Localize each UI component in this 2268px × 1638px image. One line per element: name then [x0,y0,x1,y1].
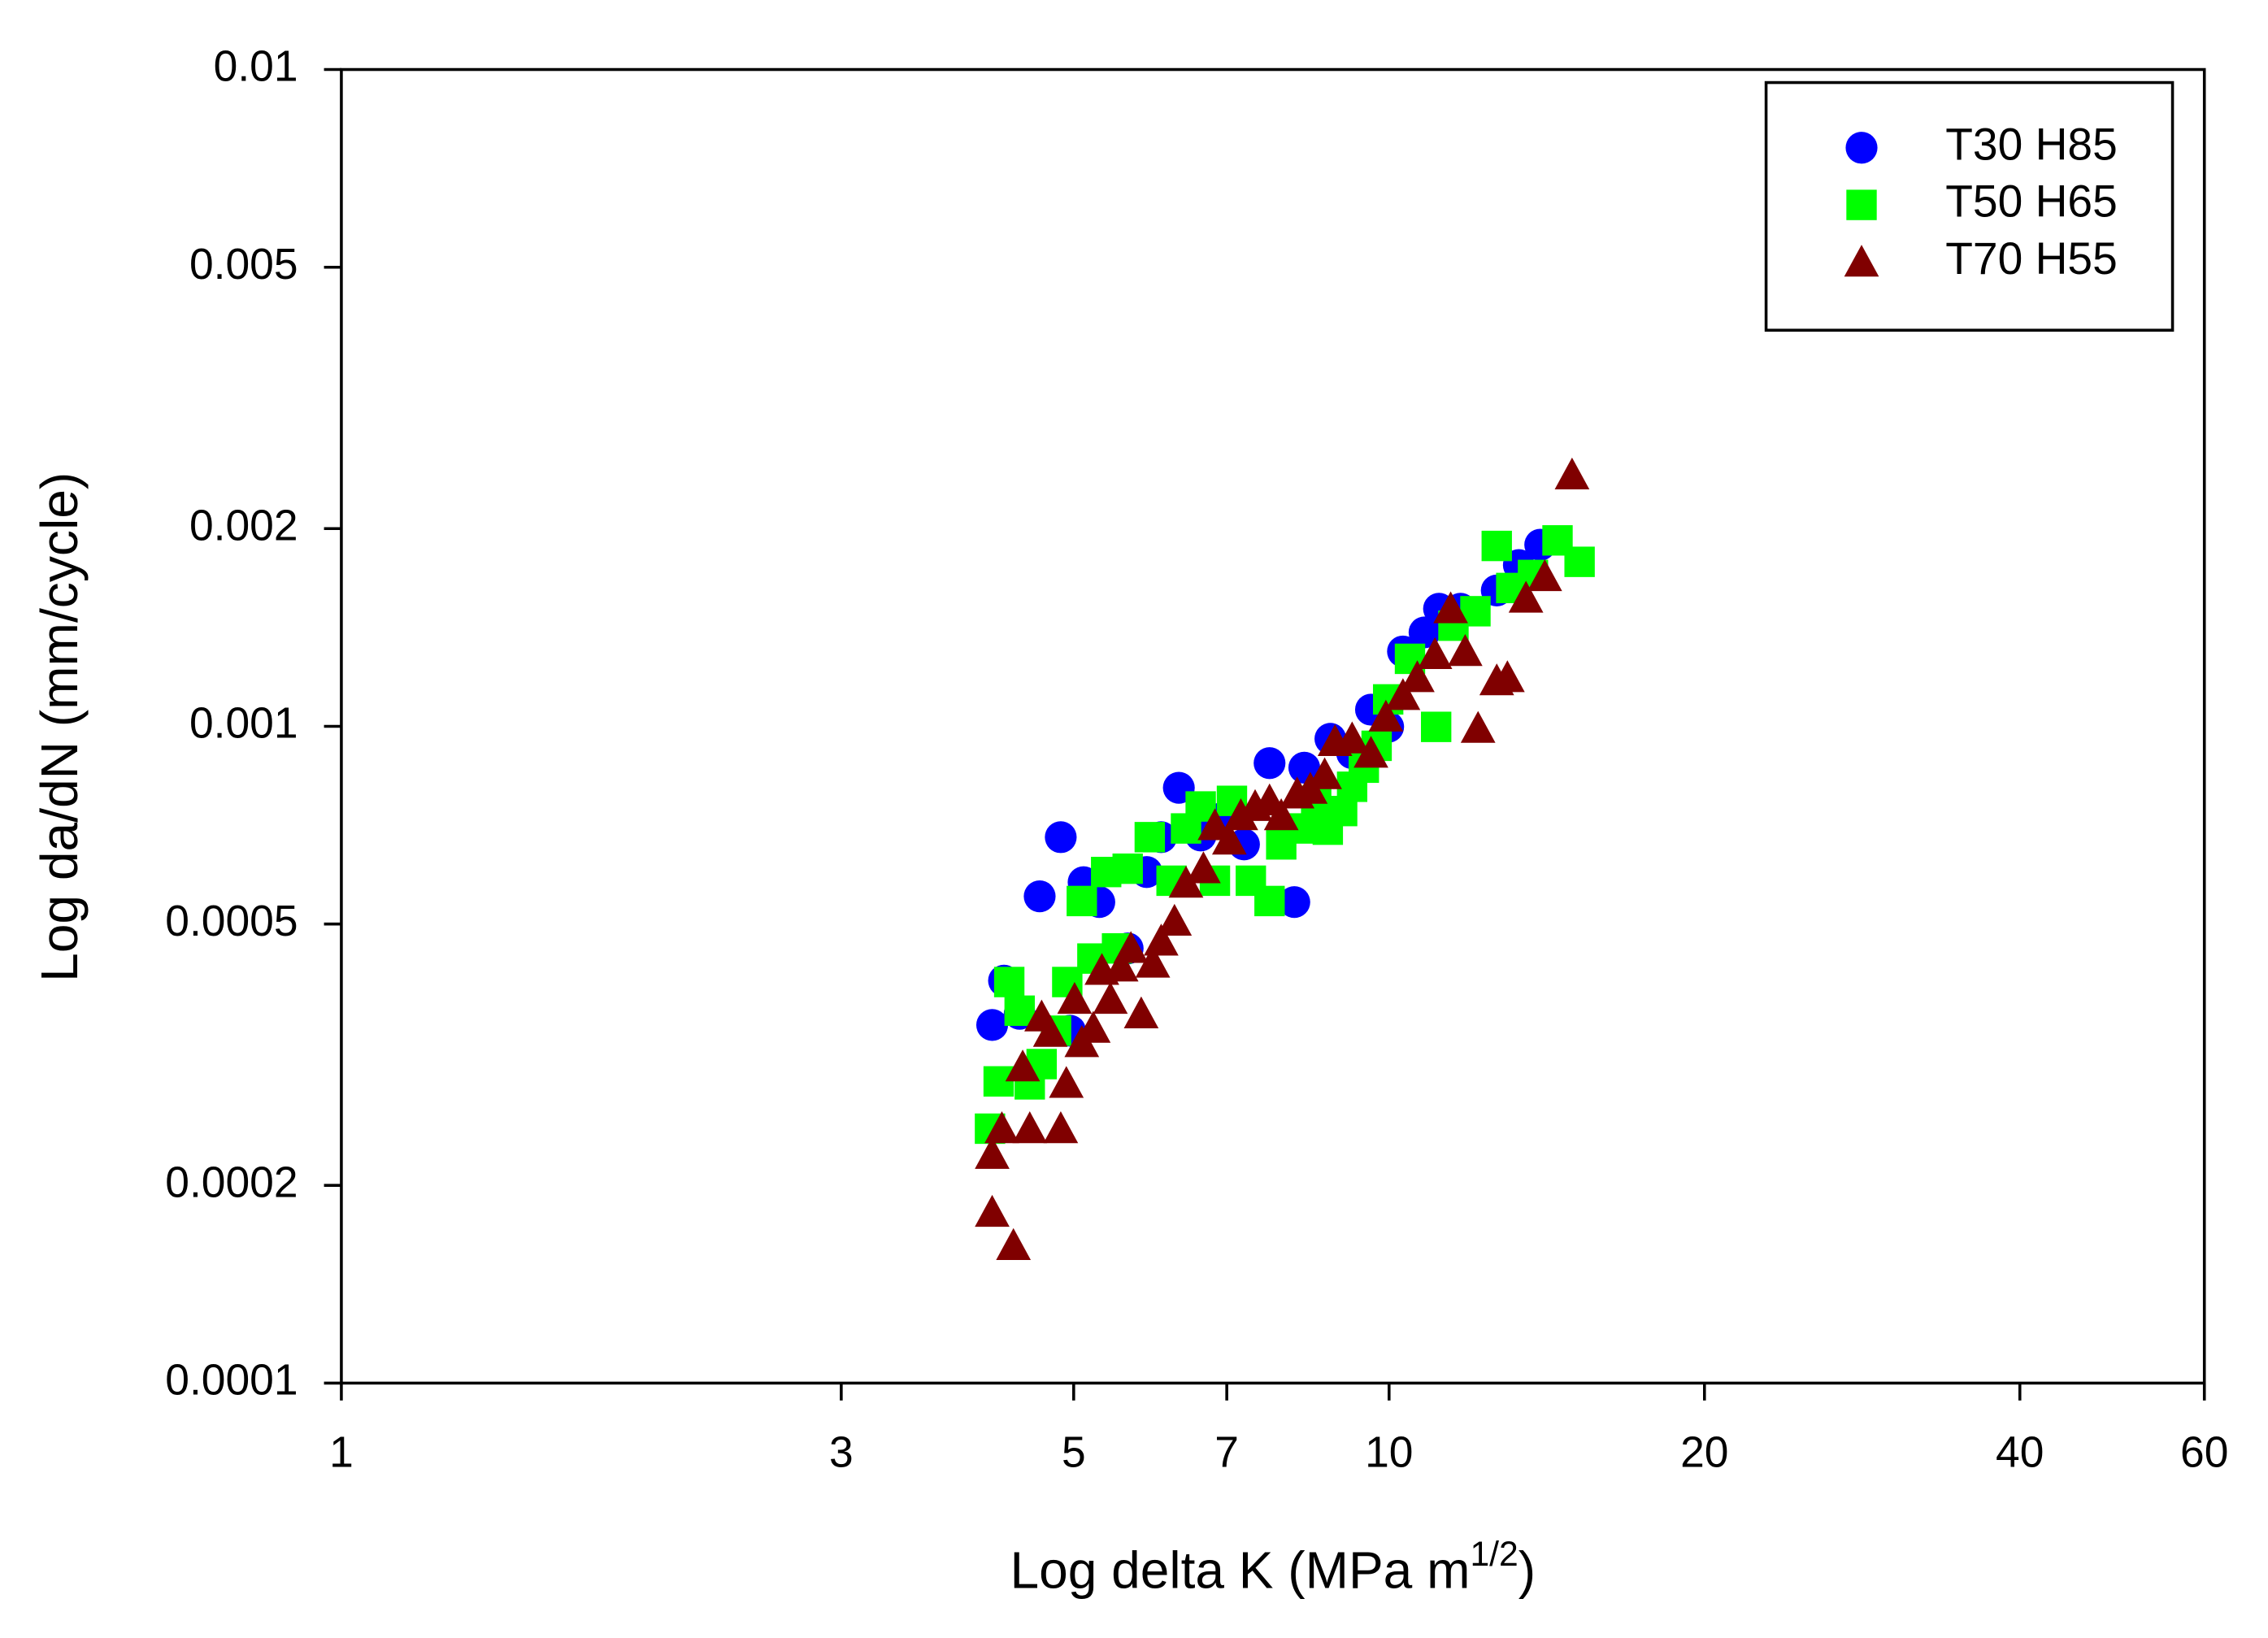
data-point [1049,1066,1084,1098]
data-point [1278,886,1310,919]
data-point [1554,457,1590,490]
data-point [1400,660,1435,693]
legend-marker [1844,245,1879,277]
data-point [1448,634,1483,667]
x-axis-label-end: ) [1519,1541,1536,1600]
x-axis-label-main: Log delta K (MPa m [1010,1541,1471,1600]
data-point [996,1227,1032,1260]
x-tick-label: 20 [1680,1429,1728,1477]
data-point [1123,996,1159,1028]
legend-marker [1845,132,1878,164]
data-point [1197,808,1232,841]
y-tick-label: 0.005 [189,241,298,289]
data-point [1075,1010,1111,1043]
y-tick-label: 0.01 [214,43,298,91]
data-point [1043,1111,1079,1144]
y-tick-label: 0.002 [189,502,298,550]
data-point [1186,851,1221,884]
legend-marker [1846,189,1877,220]
data-point [975,1136,1010,1169]
x-tick-label: 10 [1365,1429,1413,1477]
data-point [1023,880,1056,913]
data-point [1004,995,1035,1027]
x-tick-label: 7 [1214,1429,1239,1477]
data-point [1385,678,1421,710]
data-point [1368,699,1404,732]
data-point [1334,721,1370,754]
x-axis-label-sup: 1/2 [1470,1535,1518,1574]
y-tick-label: 0.0002 [165,1158,298,1206]
data-point [975,1194,1010,1227]
x-axis-label: Log delta K (MPa m1/2) [1010,1535,1536,1599]
data-point [1353,736,1388,768]
data-point [1045,821,1077,854]
data-point [1135,945,1171,978]
data-point [1057,981,1093,1015]
data-point [1211,823,1247,855]
data-point [1005,1049,1041,1082]
data-point [1144,923,1179,956]
legend: T30 H85 T50 H65 T70 H55 [1764,80,2175,332]
x-tick-label: 60 [2180,1429,2228,1477]
plot-area [975,457,1595,1260]
x-tick-label: 5 [1062,1429,1086,1477]
data-point [1134,822,1166,853]
y-tick-label: 0.0005 [165,897,298,945]
series [975,457,1590,1260]
data-point [984,1111,1019,1144]
legend-box [1764,80,2175,332]
legend-label: T30 H85 [1945,119,2118,169]
legend-label: T50 H65 [1945,176,2118,227]
data-point [1307,757,1342,789]
data-point [1460,710,1496,743]
x-tick-label: 3 [829,1429,854,1477]
data-point [1093,981,1128,1015]
data-point [1223,798,1258,831]
data-point [1408,616,1440,649]
data-point [1012,1111,1048,1144]
y-tick-label: 0.001 [189,700,298,748]
y-tick-label: 0.0001 [165,1357,298,1405]
data-point [1112,853,1143,884]
x-tick-label: 1 [329,1429,354,1477]
legend-label: T70 H55 [1945,233,2118,284]
data-point [1481,530,1512,562]
y-axis-label: Log da/dN (mm/cycle) [30,472,89,982]
data-point [1417,637,1453,670]
data-point [1113,931,1149,963]
data-point [1103,949,1139,982]
data-point [1508,580,1544,613]
data-point [1157,903,1193,936]
data-point [1254,885,1285,917]
data-point [1433,591,1468,623]
data-point [1067,885,1097,917]
data-point [975,1009,1009,1041]
data-point [1168,866,1204,898]
data-point [1032,1015,1068,1047]
data-point [1527,558,1562,592]
data-point [1263,798,1299,831]
data-point [1421,711,1452,742]
data-point [1489,660,1525,693]
data-point [1564,546,1595,577]
data-point [993,967,1025,997]
data-point [1253,747,1286,780]
x-tick-label: 40 [1996,1429,2044,1477]
